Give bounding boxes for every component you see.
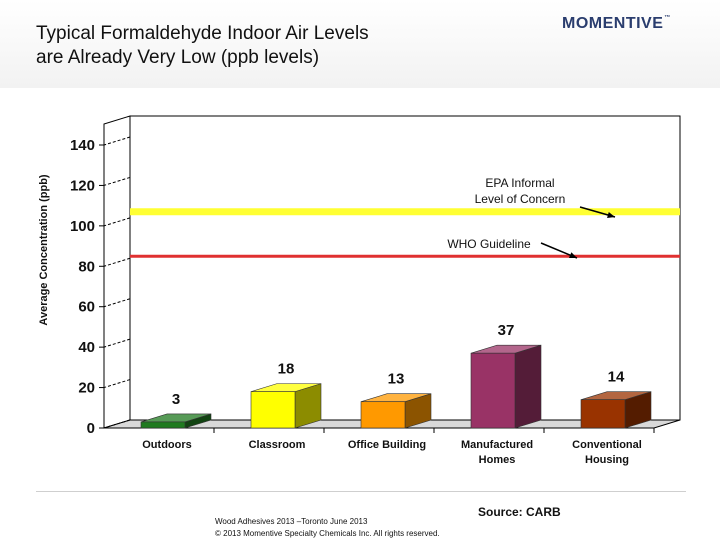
logo-text: MOMENTIVE — [562, 15, 664, 32]
x-tick-label: Classroom — [249, 439, 306, 451]
x-tick-label-line: Classroom — [249, 439, 306, 451]
y-tick-label: 0 — [87, 420, 95, 437]
y-tick-line — [103, 217, 131, 227]
plot-side-wall — [103, 115, 131, 429]
footer-divider — [36, 491, 686, 492]
x-tick-label-line: Outdoors — [142, 439, 192, 451]
reference-arrowhead — [569, 252, 577, 259]
reference-label: EPA Informal Level of Concern — [475, 176, 566, 206]
bar — [470, 352, 516, 429]
x-tick-label-line: Conventional — [572, 439, 642, 451]
data-label: 3 — [172, 391, 180, 408]
reference-label: WHO Guideline — [447, 237, 531, 251]
data-label: 37 — [498, 322, 515, 339]
y-tick-line — [103, 379, 131, 389]
footer-text: Wood Adhesives 2013 –Toronto June 2013 ©… — [215, 516, 440, 540]
y-tick-label: 40 — [78, 339, 95, 356]
y-tick-line — [103, 136, 131, 146]
y-tick-line — [103, 419, 131, 429]
y-tick-line — [103, 257, 131, 267]
slide-header — [0, 0, 720, 88]
y-tick-line — [103, 298, 131, 308]
x-tick-label-line: Homes — [479, 454, 516, 466]
plot-back-wall — [129, 115, 681, 421]
y-tick-line — [103, 176, 131, 186]
bar — [140, 421, 186, 429]
logo-trademark: ™ — [664, 15, 671, 21]
x-tick-label: Conventional Housing — [572, 439, 642, 466]
reference-label-line: WHO Guideline — [447, 237, 531, 251]
x-tick-label-line: Housing — [585, 454, 629, 466]
slide-title: Typical Formaldehyde Indoor Air Levels a… — [36, 23, 369, 68]
footer-line-1: Wood Adhesives 2013 –Toronto June 2013 — [215, 517, 368, 526]
bar — [250, 391, 296, 429]
y-tick-label: 60 — [78, 299, 95, 316]
bar-side — [514, 344, 542, 429]
x-tick-label-line: Manufactured — [461, 439, 533, 451]
y-tick-line — [103, 338, 131, 348]
footer-line-2: © 2013 Momentive Specialty Chemicals Inc… — [215, 529, 440, 538]
y-tick-label: 120 — [70, 177, 95, 194]
y-tick-label: 100 — [70, 218, 95, 235]
data-label: 13 — [388, 371, 405, 388]
x-tick-label-line: Office Building — [348, 439, 426, 451]
data-label: 14 — [608, 369, 625, 386]
bar — [580, 399, 626, 429]
data-label: 18 — [278, 361, 295, 378]
y-tick-label: 140 — [70, 137, 95, 154]
x-tick-label: Office Building — [348, 439, 426, 451]
source-label: Source: CARB — [478, 505, 561, 519]
reference-label-line: Level of Concern — [475, 192, 566, 206]
bar — [360, 401, 406, 429]
x-tick-label: Manufactured Homes — [461, 439, 533, 466]
y-axis-label: Average Concentration (ppb) — [38, 174, 50, 325]
reference-arrowhead — [607, 211, 615, 218]
momentive-logo: MOMENTIVE™ — [562, 15, 671, 33]
reference-label-line: EPA Informal — [485, 176, 554, 190]
x-tick-label: Outdoors — [142, 439, 192, 451]
y-tick-label: 80 — [78, 258, 95, 275]
y-tick-label: 20 — [78, 380, 95, 397]
